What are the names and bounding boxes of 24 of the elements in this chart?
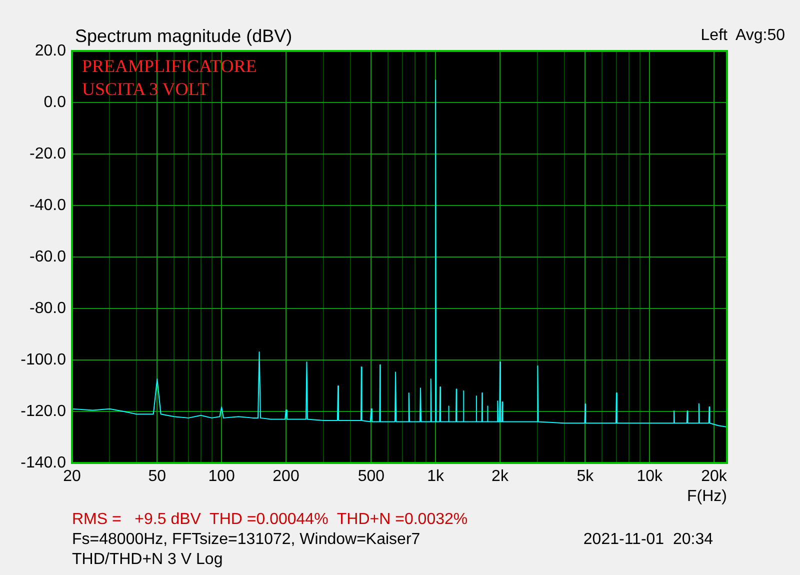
x-tick-label: 2k [492,468,510,486]
text: 2021-11-01 20:34 [583,531,713,548]
text: RMS = +9.5 dBV THD =0.00044% THD+N =0.0032% [72,511,468,528]
y-tick-label: -60.0 [30,248,66,266]
y-tick-label: 0.0 [44,94,66,111]
y-tick-label: -120.0 [20,402,66,420]
x-tick-label: 50 [148,468,166,486]
y-tick-label: -80.0 [30,300,66,317]
x-tick-label: 200 [272,468,300,486]
x-tick-label: 1k [427,468,446,486]
x-tick-label: 20k [701,468,728,486]
y-tick-label: 20.0 [34,42,66,60]
x-axis-title: F(Hz) [687,488,727,506]
x-tick-label: 100 [208,468,236,486]
chart-title: Spectrum magnitude (dBV) [75,26,292,47]
y-tick-label: -20.0 [30,145,66,162]
text: THD/THD+N 3 V Log [72,551,223,568]
y-tick-label: -40.0 [30,196,66,214]
x-tick-label: 5k [576,468,595,486]
text: Left Avg:50 [700,27,785,44]
y-tick-label: -100.0 [20,351,66,368]
x-tick-label: 500 [358,468,385,486]
x-tick-label: 10k [636,468,664,486]
text: Fs=48000Hz, FFTsize=131072, Window=Kaiser7 [72,531,420,548]
